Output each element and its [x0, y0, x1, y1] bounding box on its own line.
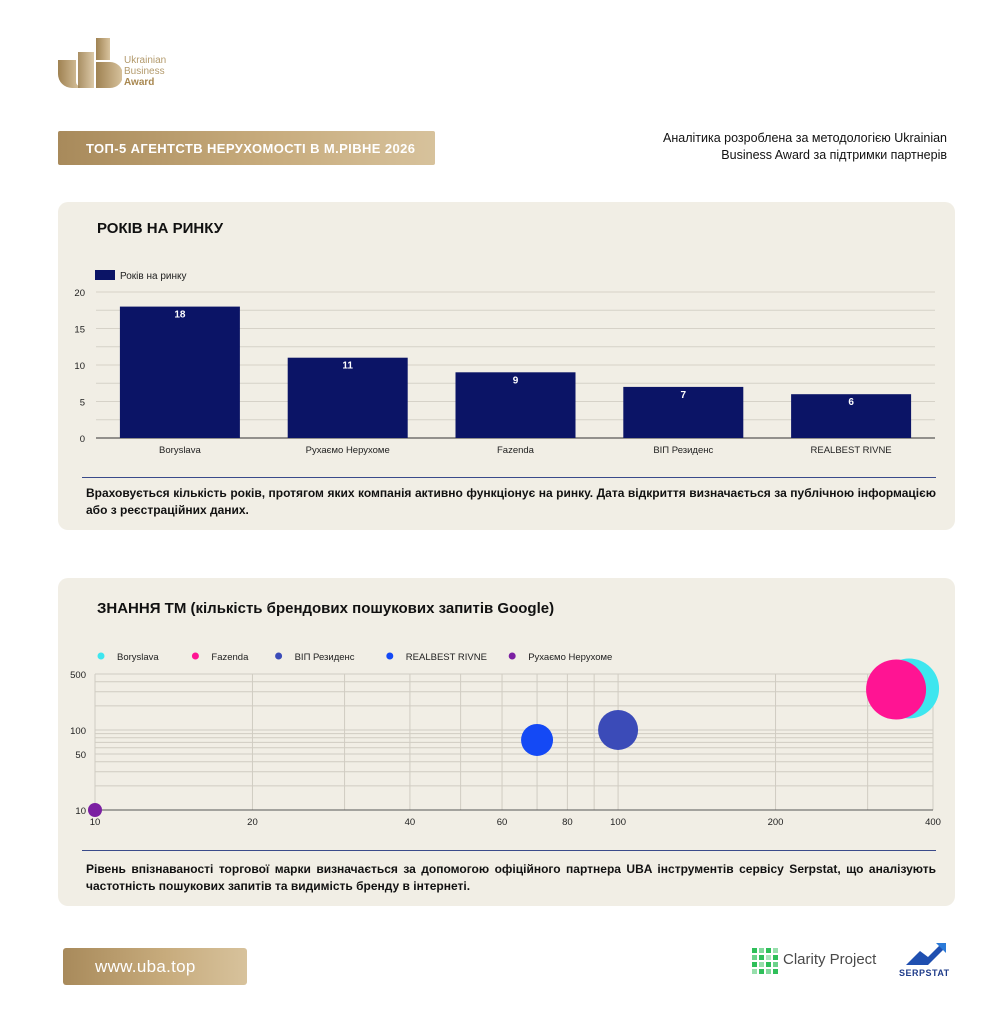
bar — [287, 357, 408, 438]
y-tick-label: 50 — [75, 750, 86, 761]
x-category-label: REALBEST RIVNE — [811, 445, 892, 456]
x-tick-label: 100 — [610, 817, 626, 828]
x-tick-label: 20 — [247, 817, 258, 828]
report-title-banner: ТОП-5 АГЕНТСТВ НЕРУХОМОСТІ В М.РІВНЕ 202… — [58, 131, 435, 165]
x-tick-label: 40 — [405, 817, 416, 828]
bubble — [88, 803, 102, 817]
bar-value-label: 11 — [342, 361, 353, 372]
website-url[interactable]: www.uba.top — [95, 956, 196, 976]
logo-line2: Business — [124, 66, 165, 77]
legend-label: ВІП Резиденс — [295, 652, 355, 663]
legend-label: Рухаємо Нерухоме — [528, 652, 612, 663]
bar — [791, 394, 912, 438]
bar-value-label: 6 — [848, 397, 854, 408]
bar-value-label: 7 — [681, 390, 687, 401]
x-tick-label: 200 — [768, 817, 784, 828]
x-category-label: ВІП Резиденс — [653, 445, 713, 456]
methodology-note: Аналітика розроблена за методологією Ukr… — [627, 130, 947, 164]
bubble — [598, 709, 639, 750]
methodology-note-line2: Business Award за підтримки партнерів — [721, 148, 947, 162]
y-tick-label: 10 — [74, 361, 85, 372]
legend-label: REALBEST RIVNE — [406, 652, 487, 663]
bar-value-label: 18 — [174, 310, 186, 321]
legend-label: Boryslava — [117, 652, 159, 663]
clarity-project-label: Clarity Project — [783, 951, 877, 968]
card2-description: Рівень впізнаваності торгової марки визн… — [86, 862, 936, 893]
x-tick-label: 60 — [497, 817, 508, 828]
y-tick-label: 15 — [74, 325, 85, 336]
card1-title: РОКІВ НА РИНКУ — [97, 220, 224, 237]
legend-label: Років на ринку — [120, 271, 187, 282]
logo-line3: Award — [124, 77, 155, 88]
uba-logo-mark — [58, 38, 122, 88]
bar — [455, 372, 576, 438]
years-on-market-card: РОКІВ НА РИНКУ Років на ринку 0 5 10 15 20 18 B… — [58, 202, 955, 530]
y-tick-label: 5 — [80, 398, 85, 409]
bar-value-label: 9 — [513, 375, 519, 386]
y-tick-label: 0 — [80, 434, 85, 445]
bar — [623, 386, 744, 438]
x-category-label: Fazenda — [497, 445, 535, 456]
x-tick-label: 10 — [90, 817, 101, 828]
card2-title: ЗНАННЯ ТМ (кількість брендових пошукових… — [97, 600, 555, 617]
bubble-chart: Boryslava Fazenda ВІП Резиденс REALBEST RIV… — [70, 652, 941, 828]
serpstat-label: SERPSTAT — [899, 968, 950, 978]
uba-logo: Ukrainian Business Award — [58, 38, 188, 90]
legend-label: Fazenda — [211, 652, 249, 663]
card1-separator — [82, 477, 936, 478]
y-tick-label: 10 — [75, 806, 86, 817]
bubble — [521, 723, 554, 756]
legend-dot — [97, 652, 105, 660]
y-tick-label: 20 — [74, 288, 85, 299]
x-tick-label: 80 — [562, 817, 573, 828]
bar — [119, 306, 240, 438]
y-tick-label: 100 — [70, 726, 86, 737]
website-link[interactable]: www.uba.top — [63, 948, 247, 985]
card1-description: Враховується кількість років, протягом я… — [86, 486, 936, 517]
serpstat-icon — [906, 943, 946, 965]
legend-dot — [386, 652, 394, 660]
logo-line1: Ukrainian — [124, 55, 167, 66]
legend-dot — [508, 652, 516, 660]
x-category-label: Рухаємо Нерухоме — [306, 445, 390, 456]
methodology-note-line1: Аналітика розроблена за методологією Ukr… — [663, 131, 947, 145]
bar-chart: Років на ринку 0 5 10 15 20 18 Boryslava 11 Рухає… — [74, 270, 935, 456]
report-title: ТОП-5 АГЕНТСТВ НЕРУХОМОСТІ В М.РІВНЕ 202… — [86, 140, 416, 156]
x-tick-label: 400 — [925, 817, 941, 828]
y-tick-label: 500 — [70, 670, 86, 681]
legend-dot — [275, 652, 283, 660]
legend-dot — [191, 652, 199, 660]
legend-swatch — [95, 270, 115, 280]
card2-separator — [82, 850, 936, 851]
bubble — [866, 659, 927, 720]
brand-awareness-card: ЗНАННЯ ТМ (кількість брендових пошукових… — [58, 578, 955, 906]
clarity-project-logo — [752, 948, 778, 974]
clarity-grid-icon — [752, 948, 778, 974]
x-category-label: Boryslava — [159, 445, 201, 456]
